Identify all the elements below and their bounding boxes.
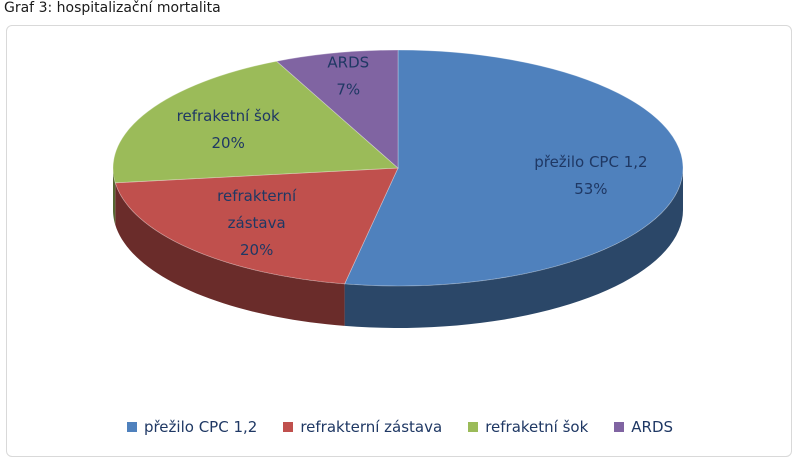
legend-item-refraketni-sok: refraketní šok [468,418,588,436]
legend-item-ards: ARDS [614,418,673,436]
data-label-ards: ARDS 7% [327,53,369,98]
data-label-refrakterni-zastava: refrakterní zástava 20% [217,187,297,259]
pie-slice-ards [275,49,399,169]
data-label-refraketni-sok: refraketní šok 20% [177,107,280,152]
pie-slice-prezilo-cpc-1-2 [343,49,684,287]
legend-swatch [283,422,294,432]
pie-slice-side-refraketni-sok [113,168,116,225]
data-label-prezilo-cpc-1-2: přežilo CPC 1,2 53% [534,153,647,198]
legend-item-refrakterni-zastava: refrakterní zástava [283,418,442,436]
legend: přežilo CPC 1,2 refrakterní zástava refrak… [0,418,800,436]
legend-label: refraketní šok [485,418,589,436]
legend-label: přežilo CPC 1,2 [143,418,258,436]
legend-item-prezilo-cpc-1-2: přežilo CPC 1,2 [126,418,258,436]
legend-label: refrakterní zástava [300,418,443,436]
legend-swatch [126,422,137,432]
legend-swatch [614,422,625,432]
pie-slice-side-refrakterni-zastava [115,182,345,326]
pie-slice-refraketni-sok [112,60,400,184]
figure-title: Graf 3: hospitalizační mortalita [4,0,221,16]
pie-slice-side-prezilo-cpc-1-2 [344,168,683,328]
legend-label: ARDS [631,418,674,436]
pie-slice-refrakterni-zastava [114,167,399,285]
legend-swatch [468,422,479,432]
